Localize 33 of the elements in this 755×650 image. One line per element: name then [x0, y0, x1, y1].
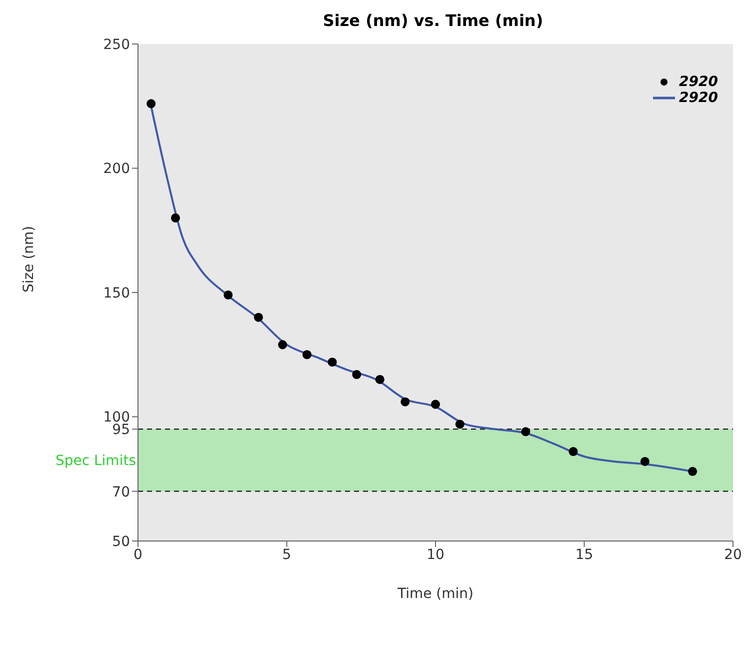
y-tick-label: 95: [112, 422, 130, 438]
x-tick-label: 15: [575, 546, 594, 563]
point: [430, 400, 440, 409]
y-tick-label: 50: [112, 534, 130, 550]
point: [400, 397, 410, 406]
point: [521, 427, 530, 436]
point: [688, 466, 698, 476]
x-tick-label: 20: [724, 546, 742, 563]
y-tick-label: 70: [112, 484, 130, 500]
point: [254, 312, 263, 322]
y-tick-label: 150: [103, 285, 130, 302]
legend-label: 2920: [679, 74, 718, 90]
point: [278, 340, 288, 350]
x-axis-title: Time (min): [396, 586, 474, 602]
y-axis-title: Size (nm): [20, 226, 37, 292]
chart-title: Size (nm) vs. Time (min): [322, 10, 544, 32]
point: [352, 370, 362, 380]
x-tick-label: 0: [134, 546, 142, 563]
band-label: Spec Limits: [55, 453, 136, 470]
point: [170, 213, 180, 222]
point: [224, 290, 233, 300]
point: [640, 456, 650, 466]
x-tick-label: 5: [282, 546, 292, 563]
point: [146, 99, 156, 108]
point: [455, 420, 464, 429]
point: [568, 447, 578, 456]
legend-label: 2920: [679, 90, 718, 106]
point: [375, 374, 384, 384]
point: [328, 358, 337, 367]
point: [302, 350, 312, 360]
x-tick-label: 10: [426, 546, 444, 563]
y-tick-label: 250: [103, 36, 130, 53]
y-tick-label: 200: [103, 161, 130, 178]
